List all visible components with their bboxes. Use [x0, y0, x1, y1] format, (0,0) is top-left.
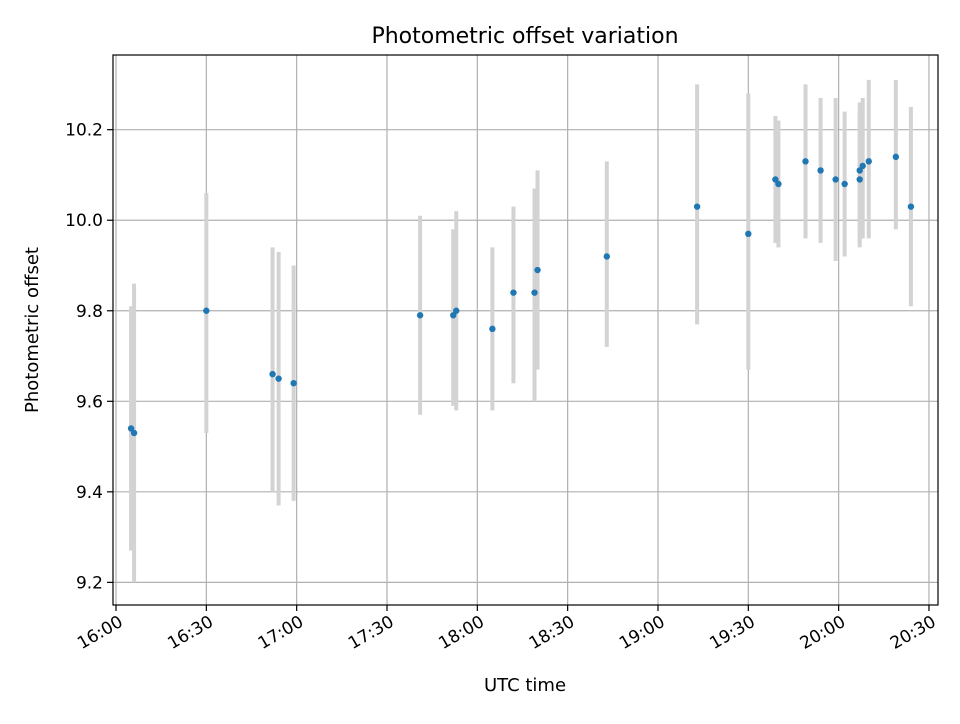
x-tick-label: 20:00: [797, 612, 849, 654]
data-point: [453, 307, 460, 314]
data-point: [865, 158, 872, 165]
data-point: [832, 176, 839, 183]
x-tick-label: 19:00: [616, 612, 668, 654]
x-tick-label: 20:30: [887, 612, 939, 654]
data-point: [775, 180, 782, 188]
data-point: [510, 289, 517, 296]
data-point: [859, 162, 866, 170]
x-tick-label: 17:30: [345, 612, 397, 654]
data-point: [603, 253, 610, 260]
data-point: [841, 180, 848, 188]
data-point: [534, 266, 541, 274]
y-tick-label: 9.6: [76, 392, 103, 412]
y-tick-label: 10.2: [65, 121, 103, 141]
data-point: [275, 375, 282, 382]
data-point: [802, 158, 809, 165]
data-point: [290, 379, 297, 387]
y-tick-label: 9.8: [76, 302, 103, 322]
data-point: [745, 230, 752, 238]
y-axis-ticks: 9.2 9.4 9.6 9.8 10.0 10.2: [65, 121, 113, 593]
data-point: [772, 176, 779, 183]
x-tick-label: 18:00: [435, 612, 487, 654]
data-point: [892, 153, 900, 161]
data-point: [203, 307, 210, 314]
data-point: [856, 176, 863, 183]
x-axis-label: UTC time: [484, 675, 566, 696]
x-tick-label: 17:00: [255, 612, 307, 654]
plot-frame: [112, 54, 939, 606]
data-point: [489, 325, 496, 333]
data-point: [130, 429, 138, 437]
x-tick-label: 16:30: [164, 612, 216, 654]
data-point: [907, 203, 915, 210]
y-tick-label: 9.4: [76, 483, 103, 503]
data-point: [856, 167, 863, 174]
x-tick-label: 18:30: [526, 612, 578, 654]
data-point: [127, 425, 135, 432]
chart-title: Photometric offset variation: [371, 24, 678, 49]
data-point: [450, 312, 457, 319]
data-points: [127, 153, 915, 437]
error-bars: [129, 79, 913, 583]
x-tick-label: 19:30: [706, 612, 758, 654]
x-axis-ticks: 16:00 16:30 17:00 17:30 18:00 18:30 19:00 19:30…: [74, 605, 939, 654]
data-point: [817, 167, 824, 174]
data-point: [693, 203, 701, 210]
grid-lines: [113, 55, 938, 605]
y-tick-label: 9.2: [76, 573, 103, 593]
data-point: [416, 312, 424, 319]
data-point: [269, 370, 276, 378]
data-point: [531, 289, 538, 296]
y-tick-label: 10.0: [65, 211, 103, 231]
x-tick-label: 16:00: [74, 612, 126, 654]
y-axis-label: Photometric offset: [22, 247, 43, 413]
